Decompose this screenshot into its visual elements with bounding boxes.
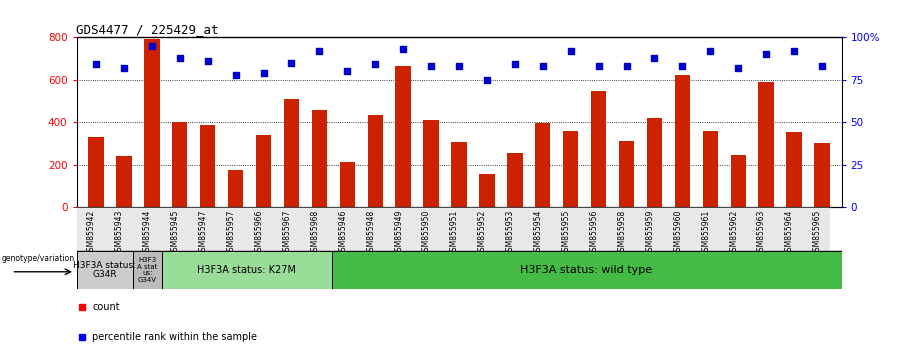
Text: GSM855947: GSM855947 <box>199 209 208 256</box>
Bar <box>619 141 634 207</box>
Text: H3F3
A stat
us:
G34V: H3F3 A stat us: G34V <box>137 257 157 283</box>
Bar <box>787 132 802 207</box>
Text: GSM855942: GSM855942 <box>87 209 96 256</box>
Text: GSM855948: GSM855948 <box>366 209 375 256</box>
Text: GSM855956: GSM855956 <box>590 209 598 256</box>
Bar <box>200 125 215 207</box>
Bar <box>172 122 187 207</box>
Point <box>368 62 382 67</box>
Point <box>145 43 159 48</box>
Point <box>591 63 606 69</box>
Bar <box>536 123 551 207</box>
Bar <box>508 153 523 207</box>
Point <box>480 77 494 82</box>
Bar <box>116 156 131 207</box>
Text: H3F3A status:
G34R: H3F3A status: G34R <box>73 261 136 279</box>
Bar <box>228 170 243 207</box>
Text: GSM855943: GSM855943 <box>115 209 124 256</box>
Bar <box>331 251 842 289</box>
Text: GSM855949: GSM855949 <box>394 209 403 256</box>
Text: GSM855953: GSM855953 <box>506 209 515 256</box>
Text: GSM855961: GSM855961 <box>701 209 710 256</box>
Bar <box>256 135 271 207</box>
Bar <box>395 66 410 207</box>
Point <box>563 48 578 53</box>
Point <box>284 60 299 65</box>
Point <box>256 70 271 76</box>
Point <box>814 63 829 69</box>
Point <box>117 65 131 70</box>
Text: GSM855963: GSM855963 <box>757 209 766 256</box>
Point <box>759 51 773 57</box>
Text: GSM855954: GSM855954 <box>534 209 543 256</box>
Point <box>536 63 550 69</box>
Text: GSM855944: GSM855944 <box>143 209 152 256</box>
Bar <box>367 115 382 207</box>
Text: GSM855962: GSM855962 <box>729 209 738 256</box>
Point <box>619 63 634 69</box>
Text: GSM855965: GSM855965 <box>813 209 822 256</box>
Bar <box>76 251 133 289</box>
Point <box>703 48 717 53</box>
Point <box>396 46 410 52</box>
Point <box>731 65 745 70</box>
Bar <box>563 131 579 207</box>
Bar <box>731 155 746 207</box>
Text: GSM855964: GSM855964 <box>785 209 794 256</box>
Bar <box>703 131 718 207</box>
Text: GSM855952: GSM855952 <box>478 209 487 256</box>
Text: GSM855946: GSM855946 <box>338 209 347 256</box>
Point <box>173 55 187 61</box>
Point <box>201 58 215 64</box>
Bar <box>479 174 495 207</box>
Point <box>675 63 689 69</box>
Bar <box>451 142 467 207</box>
Point <box>424 63 438 69</box>
Text: H3F3A status: K27M: H3F3A status: K27M <box>197 265 296 275</box>
Bar <box>311 110 327 207</box>
Text: percentile rank within the sample: percentile rank within the sample <box>92 332 257 342</box>
Bar <box>423 120 439 207</box>
Text: GSM855945: GSM855945 <box>171 209 180 256</box>
Bar <box>339 162 355 207</box>
Text: GSM855959: GSM855959 <box>645 209 654 256</box>
Text: GSM855968: GSM855968 <box>310 209 320 256</box>
Point <box>229 72 243 78</box>
Text: GSM855960: GSM855960 <box>673 209 682 256</box>
Bar <box>284 99 299 207</box>
Point <box>647 55 662 61</box>
Point <box>508 62 522 67</box>
Point <box>312 48 327 53</box>
Bar <box>675 75 690 207</box>
Point <box>452 63 466 69</box>
Text: GSM855957: GSM855957 <box>227 209 236 256</box>
Text: count: count <box>92 302 120 312</box>
Bar <box>88 137 104 207</box>
Text: genotype/variation: genotype/variation <box>2 254 75 263</box>
Bar <box>814 143 830 207</box>
Bar <box>647 118 662 207</box>
Text: GSM855967: GSM855967 <box>283 209 292 256</box>
Text: GDS4477 / 225429_at: GDS4477 / 225429_at <box>76 23 219 36</box>
Text: GSM855955: GSM855955 <box>562 209 571 256</box>
Bar <box>591 91 607 207</box>
Bar <box>133 251 161 289</box>
Bar <box>161 251 331 289</box>
Point <box>787 48 801 53</box>
Text: GSM855958: GSM855958 <box>617 209 626 256</box>
Point <box>89 62 104 67</box>
Text: GSM855951: GSM855951 <box>450 209 459 256</box>
Text: H3F3A status: wild type: H3F3A status: wild type <box>520 265 652 275</box>
Text: GSM855950: GSM855950 <box>422 209 431 256</box>
Bar <box>144 39 159 207</box>
Bar <box>759 82 774 207</box>
Text: GSM855966: GSM855966 <box>255 209 264 256</box>
Point <box>340 68 355 74</box>
